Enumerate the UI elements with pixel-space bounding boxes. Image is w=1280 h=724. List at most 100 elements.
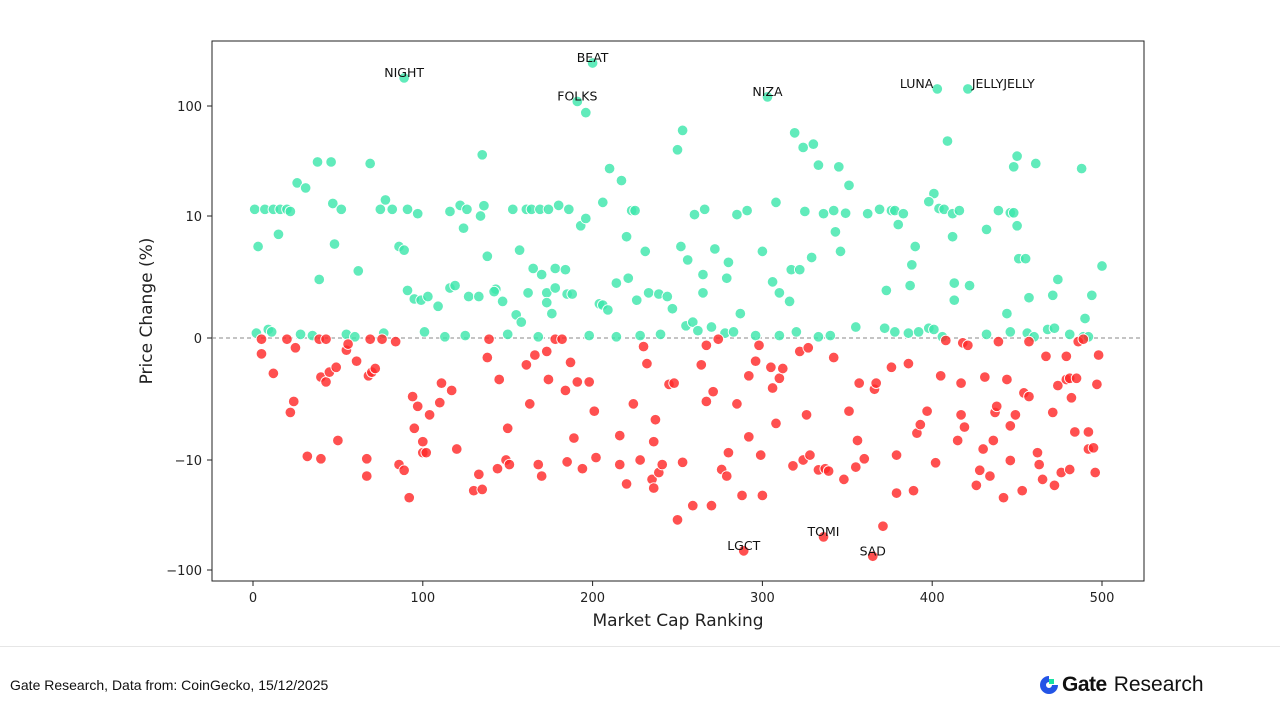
point-negative (822, 465, 835, 477)
point-positive (527, 262, 539, 275)
point-positive (532, 331, 545, 343)
x-tick-label: 200 (580, 591, 605, 606)
point-positive (812, 331, 825, 343)
annotation-label: TOMI (807, 524, 840, 539)
point-negative (958, 421, 971, 433)
point-positive (522, 287, 534, 299)
brand-sub: Research (1113, 673, 1204, 696)
point-negative (737, 545, 750, 557)
point-negative (877, 520, 889, 532)
x-axis-label: Market Cap Ranking (592, 611, 763, 631)
point-positive (1004, 326, 1017, 338)
point-negative (858, 453, 871, 465)
y-tick-label: 10 (185, 210, 202, 225)
point-positive (794, 263, 806, 276)
point-positive (897, 207, 910, 220)
point-negative (288, 395, 300, 408)
point-positive (439, 331, 451, 343)
point-positive (542, 203, 555, 216)
point-positive (722, 256, 735, 269)
point-negative (990, 400, 1003, 413)
point-negative (634, 454, 646, 466)
point-negative (907, 484, 920, 497)
point-negative (997, 491, 1010, 504)
point-negative (743, 370, 755, 382)
point-positive (799, 205, 811, 218)
point-negative (1004, 454, 1017, 467)
point-positive (566, 288, 578, 300)
point-negative (720, 470, 733, 482)
point-negative (787, 460, 799, 472)
point-negative (722, 446, 735, 459)
annotation-label: FOLKS (557, 88, 597, 103)
point-negative (588, 405, 601, 417)
x-axis-ticks: 0 100 200 300 400 500 (249, 581, 1114, 606)
point-negative (1023, 335, 1035, 348)
point-negative (501, 422, 514, 435)
point-positive (401, 284, 414, 297)
point-negative (934, 370, 947, 382)
point-negative (583, 376, 595, 388)
point-negative (524, 398, 536, 410)
point-positive (610, 277, 623, 289)
point-positive (761, 91, 774, 103)
point-positive (1063, 328, 1076, 341)
point-positive (892, 218, 904, 231)
point-positive (265, 326, 278, 338)
point-negative (970, 479, 983, 492)
point-positive (827, 204, 840, 217)
point-positive (459, 329, 472, 342)
point-negative (977, 443, 989, 455)
point-positive (850, 321, 862, 333)
point-negative (350, 355, 363, 367)
point-negative (641, 357, 653, 370)
point-negative (851, 434, 864, 447)
annotation-label: NIGHT (384, 65, 424, 80)
point-positive (980, 328, 993, 341)
point-positive (546, 307, 558, 320)
point-negative (376, 333, 388, 345)
point-negative (929, 457, 942, 469)
point-negative (700, 339, 713, 352)
point-positive (462, 290, 475, 303)
point-positive (398, 244, 410, 256)
point-positive (731, 208, 743, 221)
point-negative (1089, 466, 1101, 479)
point-positive (291, 177, 303, 189)
y-tick-label: 100 (177, 100, 202, 115)
point-positive (909, 240, 921, 253)
point-negative (1033, 458, 1045, 471)
point-positive (697, 287, 709, 299)
point-positive (398, 72, 410, 84)
point-negative (1023, 390, 1035, 403)
point-negative (695, 359, 708, 371)
point-positive (824, 329, 837, 342)
point-negative (1091, 378, 1103, 391)
point-positive (327, 197, 339, 210)
point-positive (325, 156, 337, 168)
point-positive (661, 290, 674, 303)
point-negative (389, 335, 402, 348)
point-negative (1070, 372, 1083, 385)
point-positive (1075, 162, 1088, 175)
point-negative (817, 531, 830, 543)
point-positive (401, 203, 414, 216)
point-positive (1023, 291, 1035, 304)
point-negative (736, 489, 748, 502)
point-negative (315, 453, 327, 465)
point-positive (807, 138, 820, 150)
point-negative (867, 550, 879, 563)
point-positive (248, 203, 261, 216)
point-negative (1036, 473, 1049, 486)
point-positive (1011, 150, 1023, 162)
point-negative (973, 464, 986, 477)
point-positive (676, 124, 689, 137)
point-positive (488, 285, 500, 298)
annotation-label: NIZA (752, 84, 783, 99)
point-negative (281, 333, 293, 345)
point-positive (675, 240, 687, 253)
point-negative (417, 435, 429, 448)
point-negative (700, 395, 713, 408)
point-positive (1047, 289, 1059, 302)
point-positive (418, 326, 431, 338)
